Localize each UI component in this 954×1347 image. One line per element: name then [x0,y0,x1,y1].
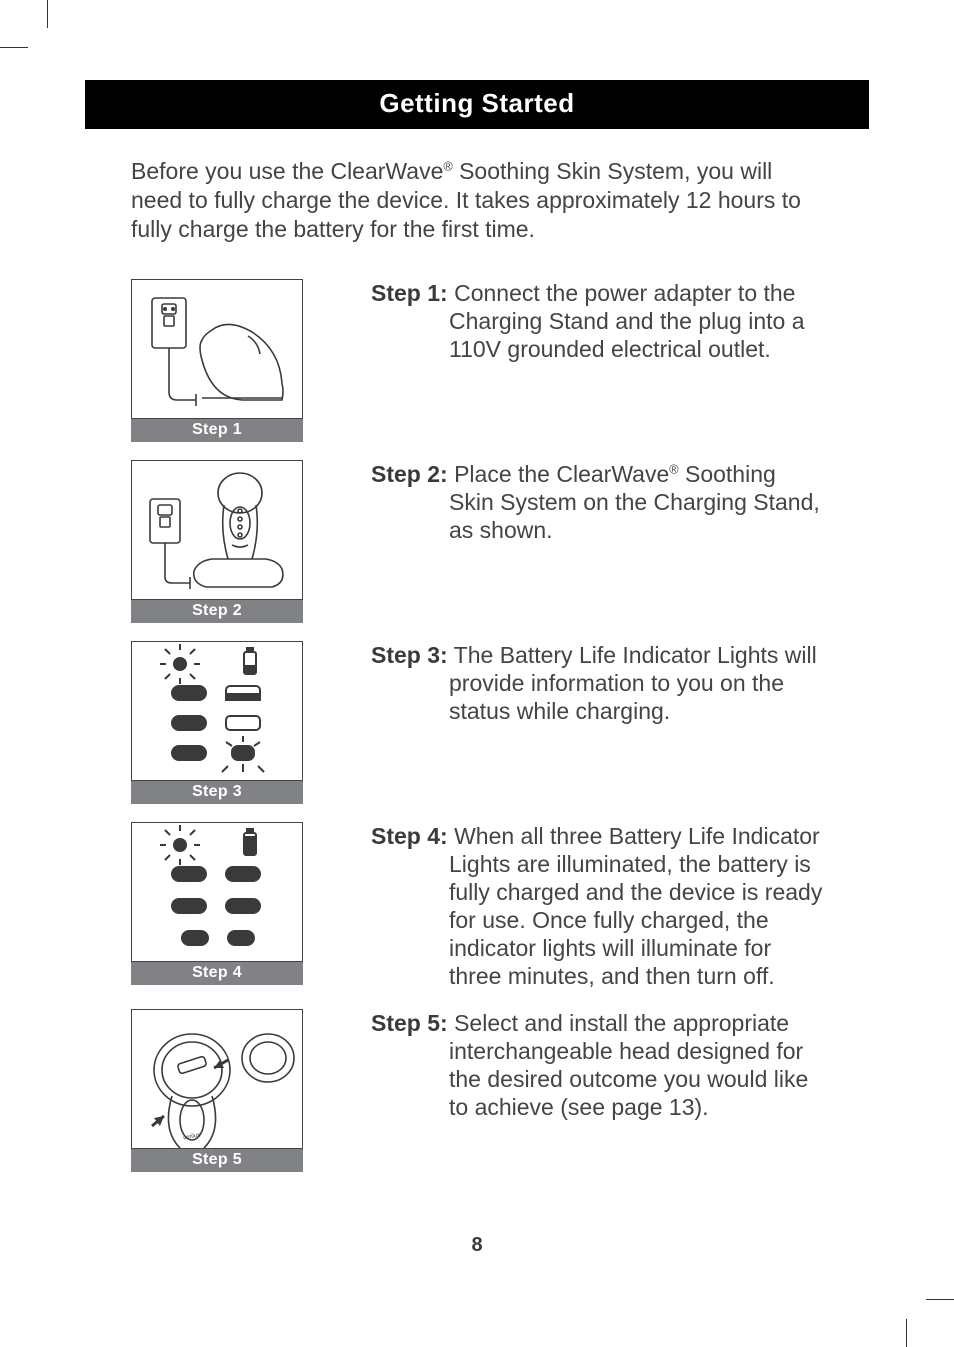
figure-illustration-step4 [131,822,303,962]
registered-mark: ® [669,463,678,477]
crop-mark [47,0,48,28]
figure-box: Step 1 [131,279,303,442]
step-body: The Battery Life Indicator Lights will p… [449,642,817,724]
step-body: Select and install the appropriate inter… [449,1010,808,1120]
figure-caption: Step 1 [131,419,303,442]
content-area: Getting Started Before you use the Clear… [85,80,869,1172]
step-body: Connect the power adapter to the Chargin… [449,280,805,362]
intro-paragraph: Before you use the ClearWave® Soothing S… [131,157,823,243]
crop-mark [0,47,28,48]
manual-page: Getting Started Before you use the Clear… [0,0,954,1347]
figure-illustration-step2 [131,460,303,600]
figure-caption: Step 5 [131,1149,303,1172]
figure-box: Step 4 [131,822,303,985]
figure-caption: Step 2 [131,600,303,623]
intro-text-a: Before you use the ClearWave [131,158,443,184]
step-row: Step 1 Step 1: Connect the power adapter… [131,279,823,442]
step-label: Step 5: [371,1010,448,1036]
figure-caption: Step 3 [131,781,303,804]
step-text: Step 3: The Battery Life Indicator Light… [449,641,823,725]
crop-mark [906,1319,907,1347]
step-label: Step 4: [371,823,448,849]
figure-illustration-step5: verilux [131,1009,303,1149]
step-row: Step 3 Step 3: The Battery Life Indicato… [131,641,823,804]
step-text: Step 5: Select and install the appropria… [449,1009,823,1121]
step-label: Step 2: [371,461,448,487]
page-number: 8 [0,1234,954,1257]
figure-illustration-step1 [131,279,303,419]
step-row: Step 2 Step 2: Place the ClearWave® Soot… [131,460,823,623]
step-row: verilux [131,1009,823,1172]
figure-box: Step 3 [131,641,303,804]
figure-caption: Step 4 [131,962,303,985]
figure-box: Step 2 [131,460,303,623]
step-text: Step 1: Connect the power adapter to the… [449,279,823,363]
step-body: When all three Battery Life Indicator Li… [449,823,822,989]
step-body-a: Place the ClearWave [454,461,669,487]
section-header: Getting Started [85,80,869,129]
steps-area: Step 1 Step 1: Connect the power adapter… [131,279,823,1171]
registered-mark: ® [443,159,452,173]
figure-box: verilux [131,1009,303,1172]
crop-mark [926,1299,954,1300]
step-text: Step 4: When all three Battery Life Indi… [449,822,823,990]
step-label: Step 1: [371,280,448,306]
figure-illustration-step3 [131,641,303,781]
step-text: Step 2: Place the ClearWave® Soothing Sk… [449,460,823,544]
step-label: Step 3: [371,642,448,668]
step-row: Step 4 Step 4: When all three Battery Li… [131,822,823,990]
